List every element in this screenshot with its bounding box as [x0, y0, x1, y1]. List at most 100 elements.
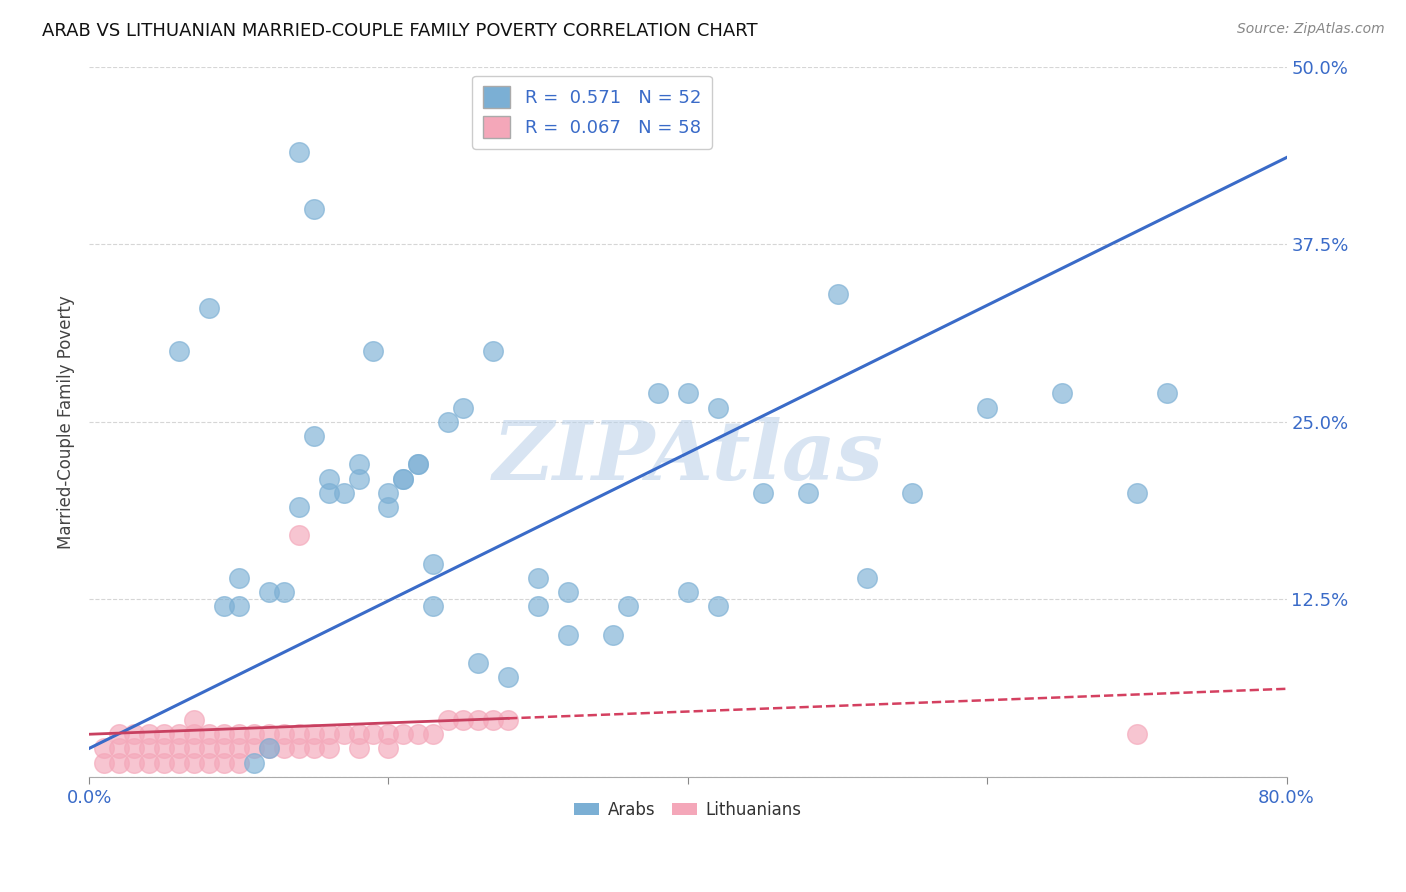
Point — [242, 756, 264, 770]
Point — [422, 599, 444, 614]
Point — [482, 713, 505, 727]
Point — [198, 756, 221, 770]
Point — [647, 386, 669, 401]
Y-axis label: Married-Couple Family Poverty: Married-Couple Family Poverty — [58, 295, 75, 549]
Point — [707, 401, 730, 415]
Point — [796, 485, 818, 500]
Point — [453, 401, 475, 415]
Point — [153, 756, 176, 770]
Point — [167, 343, 190, 358]
Point — [108, 727, 131, 741]
Point — [437, 713, 460, 727]
Point — [93, 741, 115, 756]
Point — [408, 458, 430, 472]
Point — [1156, 386, 1178, 401]
Text: ARAB VS LITHUANIAN MARRIED-COUPLE FAMILY POVERTY CORRELATION CHART: ARAB VS LITHUANIAN MARRIED-COUPLE FAMILY… — [42, 22, 758, 40]
Point — [617, 599, 640, 614]
Point — [332, 485, 354, 500]
Point — [257, 741, 280, 756]
Point — [228, 599, 250, 614]
Point — [707, 599, 730, 614]
Point — [122, 756, 145, 770]
Point — [138, 727, 160, 741]
Point — [527, 571, 550, 585]
Point — [122, 727, 145, 741]
Point — [392, 727, 415, 741]
Point — [242, 741, 264, 756]
Point — [228, 756, 250, 770]
Point — [377, 485, 399, 500]
Text: Source: ZipAtlas.com: Source: ZipAtlas.com — [1237, 22, 1385, 37]
Point — [496, 670, 519, 684]
Point — [437, 415, 460, 429]
Point — [467, 657, 489, 671]
Point — [198, 741, 221, 756]
Point — [482, 343, 505, 358]
Point — [408, 458, 430, 472]
Point — [228, 741, 250, 756]
Point — [273, 741, 295, 756]
Point — [318, 741, 340, 756]
Point — [377, 741, 399, 756]
Point — [557, 585, 579, 599]
Point — [273, 727, 295, 741]
Point — [183, 741, 205, 756]
Point — [153, 741, 176, 756]
Point — [108, 741, 131, 756]
Point — [183, 727, 205, 741]
Point — [302, 741, 325, 756]
Point — [827, 286, 849, 301]
Point — [228, 571, 250, 585]
Point — [212, 727, 235, 741]
Point — [377, 500, 399, 514]
Point — [302, 202, 325, 216]
Point — [422, 557, 444, 571]
Point — [363, 727, 385, 741]
Legend: Arabs, Lithuanians: Arabs, Lithuanians — [568, 794, 808, 825]
Point — [287, 145, 309, 159]
Point — [527, 599, 550, 614]
Point — [318, 471, 340, 485]
Point — [496, 713, 519, 727]
Point — [856, 571, 879, 585]
Point — [377, 727, 399, 741]
Point — [257, 585, 280, 599]
Point — [453, 713, 475, 727]
Point — [318, 485, 340, 500]
Point — [183, 713, 205, 727]
Point — [183, 756, 205, 770]
Point — [302, 727, 325, 741]
Point — [408, 727, 430, 741]
Point — [1126, 727, 1149, 741]
Point — [392, 471, 415, 485]
Point — [422, 727, 444, 741]
Point — [242, 727, 264, 741]
Point — [467, 713, 489, 727]
Point — [93, 756, 115, 770]
Point — [153, 727, 176, 741]
Point — [751, 485, 773, 500]
Point — [676, 386, 699, 401]
Point — [1050, 386, 1073, 401]
Point — [212, 756, 235, 770]
Point — [976, 401, 998, 415]
Point — [901, 485, 924, 500]
Point — [257, 741, 280, 756]
Point — [332, 727, 354, 741]
Point — [347, 471, 370, 485]
Point — [557, 628, 579, 642]
Point — [392, 471, 415, 485]
Point — [676, 585, 699, 599]
Point — [257, 727, 280, 741]
Point — [363, 343, 385, 358]
Point — [212, 741, 235, 756]
Point — [198, 301, 221, 315]
Point — [228, 727, 250, 741]
Point — [318, 727, 340, 741]
Point — [138, 741, 160, 756]
Point — [167, 756, 190, 770]
Point — [1126, 485, 1149, 500]
Point — [347, 741, 370, 756]
Point — [287, 528, 309, 542]
Point — [347, 727, 370, 741]
